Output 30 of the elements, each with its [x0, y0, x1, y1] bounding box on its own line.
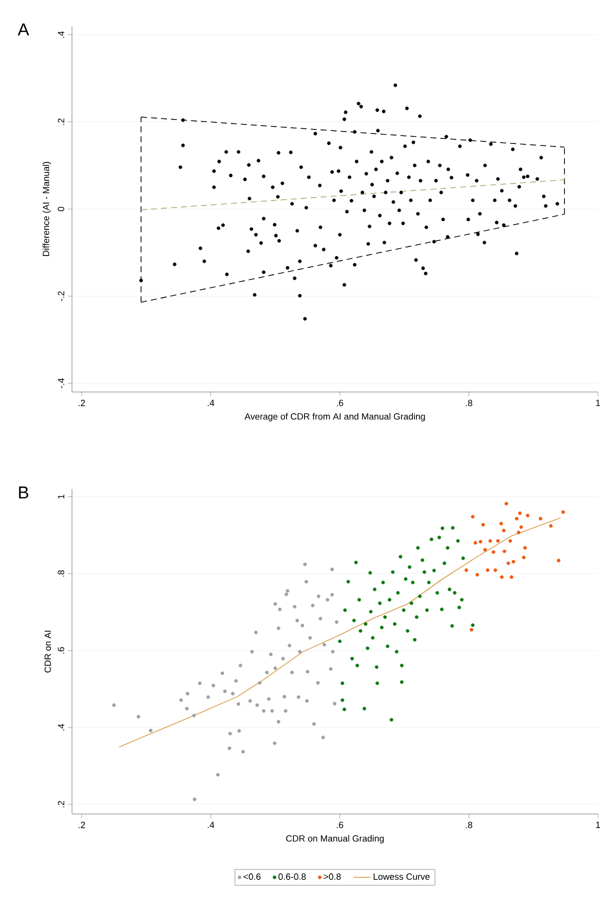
y-tick-label: .2 [58, 801, 64, 808]
y-tick-label: .6 [58, 647, 64, 654]
y-tick-label: .4 [58, 31, 64, 38]
y-tick-label: .2 [58, 118, 64, 125]
y-tick-label: 0 [58, 206, 64, 212]
y-tick-label: 1 [58, 494, 64, 498]
x-tick-label: 1 [596, 822, 600, 828]
x-tick-label: .8 [466, 400, 472, 406]
x-tick-label: .6 [336, 400, 344, 406]
x-tick-label: .4 [208, 400, 214, 406]
x-tick-label: 1 [596, 400, 600, 406]
x-tick-label: .2 [78, 822, 85, 828]
y-tick-label: .8 [58, 570, 64, 577]
x-axis-title: Average of CDR from AI and Manual Grading [244, 413, 425, 422]
legend-label: Lowess Curve [374, 873, 430, 880]
x-tick-label: .6 [336, 822, 344, 828]
y-tick-label: -.4 [58, 378, 64, 388]
x-axis-title: CDR on Manual Grading [286, 835, 384, 844]
y-axis-title: CDR on AI [44, 630, 51, 673]
x-tick-label: .8 [466, 822, 472, 828]
legend-label: 0.6-0.8 [278, 873, 306, 880]
y-axis-title: Difference (AI - Manual) [42, 162, 51, 256]
chart-title: A [18, 24, 30, 36]
x-tick-label: .4 [208, 822, 214, 828]
legend-label: <0.6 [244, 873, 261, 880]
chart-title: B [19, 486, 28, 498]
y-tick-label: .4 [58, 724, 64, 730]
y-tick-label: -.2 [58, 291, 64, 301]
legend-label: >0.8 [324, 873, 341, 880]
x-tick-label: .2 [78, 400, 85, 406]
